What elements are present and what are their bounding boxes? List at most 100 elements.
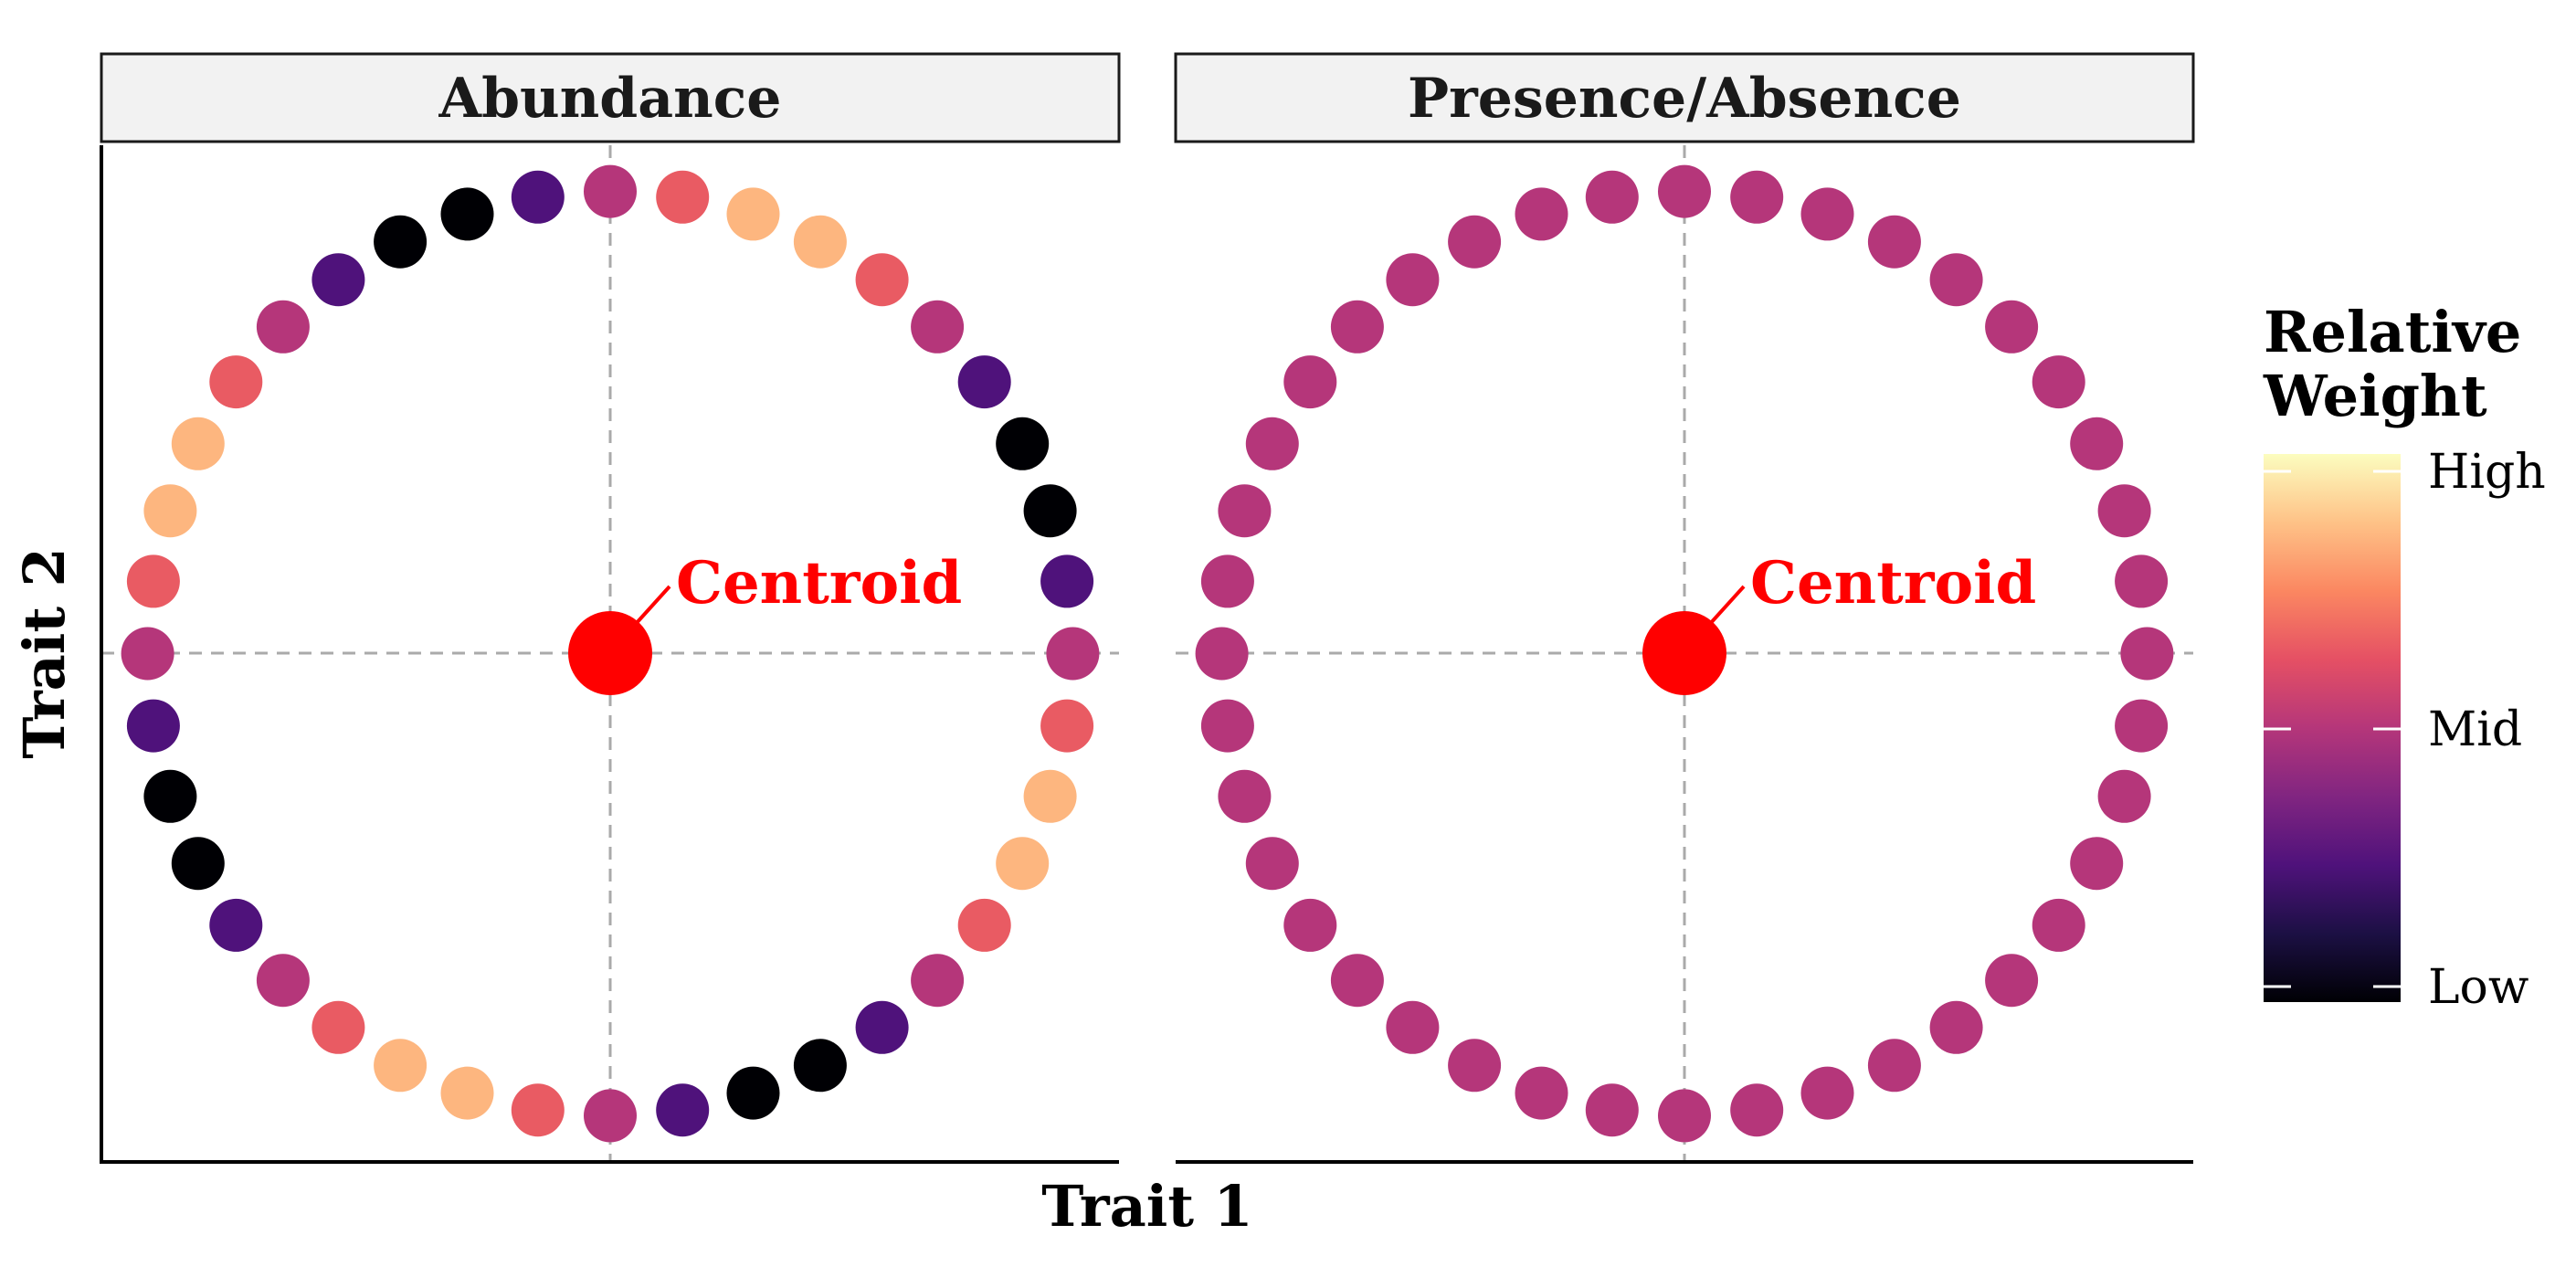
data-point [1218, 484, 1272, 538]
data-point [143, 484, 197, 538]
data-point [1386, 253, 1440, 307]
data-point [1023, 484, 1077, 538]
data-point [1330, 954, 1384, 1008]
data-point [1046, 627, 1100, 681]
data-point [1386, 1000, 1440, 1054]
data-point [584, 1089, 637, 1143]
data-point [374, 215, 428, 269]
centroid-label: Centroid [676, 549, 962, 618]
data-point [2115, 554, 2169, 608]
data-point [171, 837, 225, 891]
data-point [996, 837, 1050, 891]
data-point [1985, 300, 2039, 354]
data-point [1283, 898, 1337, 952]
colorbar-ticks [2264, 470, 2401, 988]
data-point [440, 1066, 494, 1120]
legend-label-high: High [2428, 445, 2546, 500]
data-point [1040, 699, 1094, 753]
data-point [1585, 1083, 1639, 1137]
y-axis-title: Trait 2 [11, 547, 78, 758]
data-point [656, 1083, 710, 1137]
data-point [584, 164, 637, 218]
data-point [440, 187, 494, 241]
data-point [126, 554, 180, 608]
data-point [1929, 1000, 1983, 1054]
data-point [1585, 170, 1639, 224]
data-point [1040, 554, 1094, 608]
data-point [793, 1039, 847, 1093]
data-point [1800, 1066, 1854, 1120]
data-point [726, 187, 780, 241]
data-point [1730, 1083, 1784, 1137]
data-point [171, 417, 225, 470]
data-point [957, 898, 1011, 952]
data-point [2032, 898, 2085, 952]
strip-background [1174, 52, 2195, 143]
data-point [209, 898, 263, 952]
data-point [1245, 417, 1299, 470]
data-point [1245, 837, 1299, 891]
data-point [2097, 484, 2151, 538]
data-point [1195, 627, 1249, 681]
data-point [1985, 954, 2039, 1008]
data-point [1929, 253, 1983, 307]
data-point [793, 215, 847, 269]
data-point [2070, 837, 2124, 891]
data-point [2097, 769, 2151, 823]
centroid-label: Centroid [1750, 549, 2036, 618]
data-point [311, 253, 365, 307]
centroid-leader-line [1707, 585, 1746, 627]
data-point [256, 300, 310, 354]
data-point [209, 355, 263, 409]
data-point [1658, 164, 1711, 218]
data-point [1730, 170, 1784, 224]
data-point [143, 769, 197, 823]
data-point [911, 954, 965, 1008]
strip-background [100, 52, 1121, 143]
data-point [2032, 355, 2085, 409]
data-point [2120, 627, 2174, 681]
data-point [1283, 355, 1337, 409]
panel-presence-absence: Presence/Absence Centroid [1174, 52, 2195, 1164]
data-point [726, 1066, 780, 1120]
centroid-point [568, 611, 652, 695]
data-point [2070, 417, 2124, 470]
legend-title-line-1: Relative [2264, 299, 2521, 365]
data-point [855, 1000, 909, 1054]
legend-label-mid: Mid [2428, 702, 2522, 757]
data-point [256, 954, 310, 1008]
strip-title: Presence/Absence [1408, 67, 1961, 131]
data-point [1200, 699, 1254, 753]
data-point [1515, 187, 1568, 241]
strip-title: Abundance [438, 67, 782, 131]
data-point [1867, 215, 1921, 269]
data-point [656, 170, 710, 224]
data-point [957, 355, 1011, 409]
x-axis-title: Trait 1 [1041, 1173, 1252, 1240]
data-point [126, 699, 180, 753]
data-point [311, 1000, 365, 1054]
legend-label-low: Low [2428, 960, 2528, 1015]
data-point [2115, 699, 2169, 753]
data-point [1448, 215, 1502, 269]
data-point [121, 627, 174, 681]
data-point [1448, 1039, 1502, 1093]
data-point [855, 253, 909, 307]
data-point [996, 417, 1050, 470]
data-point [911, 300, 965, 354]
colorbar-legend: Relative Weight High Mid Low [2263, 299, 2546, 1015]
data-point [511, 1083, 565, 1137]
data-point [1330, 300, 1384, 354]
centroid-leader-line [633, 585, 671, 627]
data-point [1200, 554, 1254, 608]
points-layer [1195, 164, 2174, 1143]
data-point [1023, 769, 1077, 823]
data-point [1218, 769, 1272, 823]
panel-abundance: Abundance Centroid [100, 52, 1121, 1164]
legend-title-line-2: Weight [2263, 363, 2487, 429]
data-point [374, 1039, 428, 1093]
points-layer [121, 164, 1100, 1143]
data-point [1800, 187, 1854, 241]
centroid-point [1642, 611, 1726, 695]
